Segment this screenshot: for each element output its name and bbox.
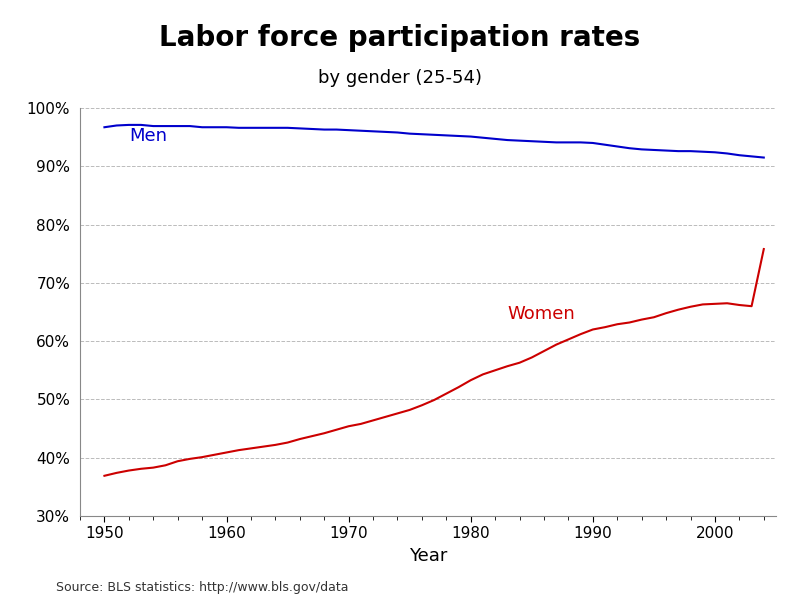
Text: Women: Women — [507, 305, 575, 323]
Text: Labor force participation rates: Labor force participation rates — [159, 24, 641, 52]
Text: Source: BLS statistics: http://www.bls.gov/data: Source: BLS statistics: http://www.bls.g… — [56, 581, 349, 594]
Text: by gender (25-54): by gender (25-54) — [318, 69, 482, 87]
X-axis label: Year: Year — [409, 547, 447, 565]
Text: Men: Men — [129, 127, 167, 145]
